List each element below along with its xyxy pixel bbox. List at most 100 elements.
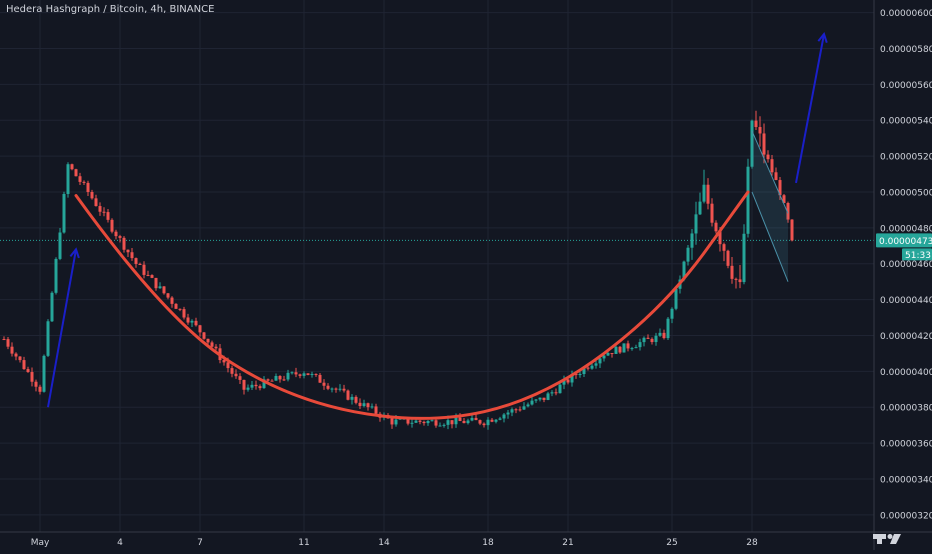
candle-down: [358, 402, 362, 407]
candle-down: [102, 211, 106, 213]
candle-up: [638, 342, 642, 348]
candle-down: [106, 212, 110, 220]
candle-up: [310, 373, 314, 375]
candle-down: [314, 373, 318, 375]
candle-down: [170, 297, 174, 304]
candle-up: [66, 164, 70, 194]
candle-up: [158, 286, 162, 289]
trend-arrow-line[interactable]: [47, 249, 77, 408]
falling-channel-fill[interactable]: [752, 130, 788, 282]
price-tick-label: 0.00000480: [880, 224, 932, 234]
candle-down: [162, 286, 166, 294]
candle-down: [234, 373, 238, 377]
price-tick-label: 0.00000400: [880, 368, 932, 378]
candle-down: [206, 338, 210, 343]
candle-up: [630, 348, 634, 350]
candle-down: [334, 388, 338, 390]
candle-down: [142, 264, 146, 275]
candle-up: [290, 372, 294, 374]
price-tick-label: 0.00000580: [880, 45, 932, 55]
current-price-badge: [876, 233, 932, 248]
candle-down: [322, 382, 326, 386]
candle-down: [566, 379, 570, 383]
candle-down: [574, 374, 578, 376]
price-tick-label: 0.00000560: [880, 81, 932, 91]
candle-up: [454, 417, 458, 425]
candle-down: [722, 244, 726, 251]
rounded-bottom-curve[interactable]: [74, 190, 750, 420]
candle-up: [702, 184, 706, 202]
candle-down: [326, 385, 330, 389]
candle-down: [178, 308, 182, 310]
trend-arrow-head[interactable]: [69, 247, 80, 259]
candle-up: [550, 392, 554, 394]
candle-up: [274, 375, 278, 381]
candle-up: [590, 365, 594, 369]
time-tick-label: 4: [117, 538, 123, 548]
channel-lower-line[interactable]: [751, 191, 789, 282]
candle-down: [754, 120, 758, 128]
candle-down: [174, 303, 178, 309]
candle-up: [570, 374, 574, 383]
candle-down: [126, 249, 130, 253]
price-tick-label: 0.00000460: [880, 260, 932, 270]
candle-up: [622, 343, 626, 353]
candle-up: [594, 363, 598, 366]
trend-arrow-head[interactable]: [817, 32, 828, 43]
candle-down: [462, 420, 466, 424]
candle-up: [446, 420, 450, 425]
candle-down: [74, 169, 78, 177]
channel-upper-line[interactable]: [751, 130, 789, 214]
candle-down: [2, 339, 6, 341]
candle-down: [790, 219, 794, 241]
candle-down: [226, 362, 230, 369]
candle-down: [318, 374, 322, 383]
price-tick-label: 0.00000540: [880, 117, 932, 127]
candle-down: [738, 279, 742, 283]
price-tick-label: 0.00000600: [880, 9, 932, 19]
candle-up: [682, 261, 686, 280]
candle-up: [46, 321, 50, 356]
candle-down: [298, 374, 302, 376]
candle-up: [530, 400, 534, 405]
candle-up: [670, 308, 674, 319]
candle-down: [786, 203, 790, 220]
candle-down: [406, 418, 410, 424]
time-tick-label: 18: [482, 538, 494, 548]
candle-down: [22, 360, 26, 370]
candle-up: [642, 337, 646, 343]
candle-down: [458, 417, 462, 421]
candle-down: [258, 386, 262, 389]
candle-down: [230, 368, 234, 374]
candle-up: [634, 347, 638, 349]
candle-up: [558, 384, 562, 394]
candle-down: [270, 380, 274, 382]
candle-down: [166, 293, 170, 298]
candle-up: [286, 372, 290, 380]
tradingview-logo-icon: [873, 534, 901, 544]
candle-up: [654, 335, 658, 343]
candle-down: [714, 222, 718, 232]
candle-up: [54, 258, 58, 293]
candle-up: [438, 425, 442, 427]
candle-down: [86, 182, 90, 192]
candle-up: [674, 288, 678, 309]
candle-down: [490, 419, 494, 422]
candle-down: [138, 263, 142, 265]
candle-down: [366, 403, 370, 408]
candle-down: [70, 164, 74, 170]
candle-down: [662, 332, 666, 339]
candle-down: [482, 423, 486, 426]
candle-up: [582, 367, 586, 374]
candle-up: [302, 373, 306, 376]
candle-up: [598, 358, 602, 364]
candle-up: [50, 292, 54, 322]
drawings[interactable]: [47, 32, 828, 420]
candle-up: [538, 397, 542, 400]
candle-down: [6, 339, 10, 347]
trend-arrow-line[interactable]: [795, 33, 825, 184]
candle-down: [150, 275, 154, 278]
candle-down: [242, 379, 246, 390]
